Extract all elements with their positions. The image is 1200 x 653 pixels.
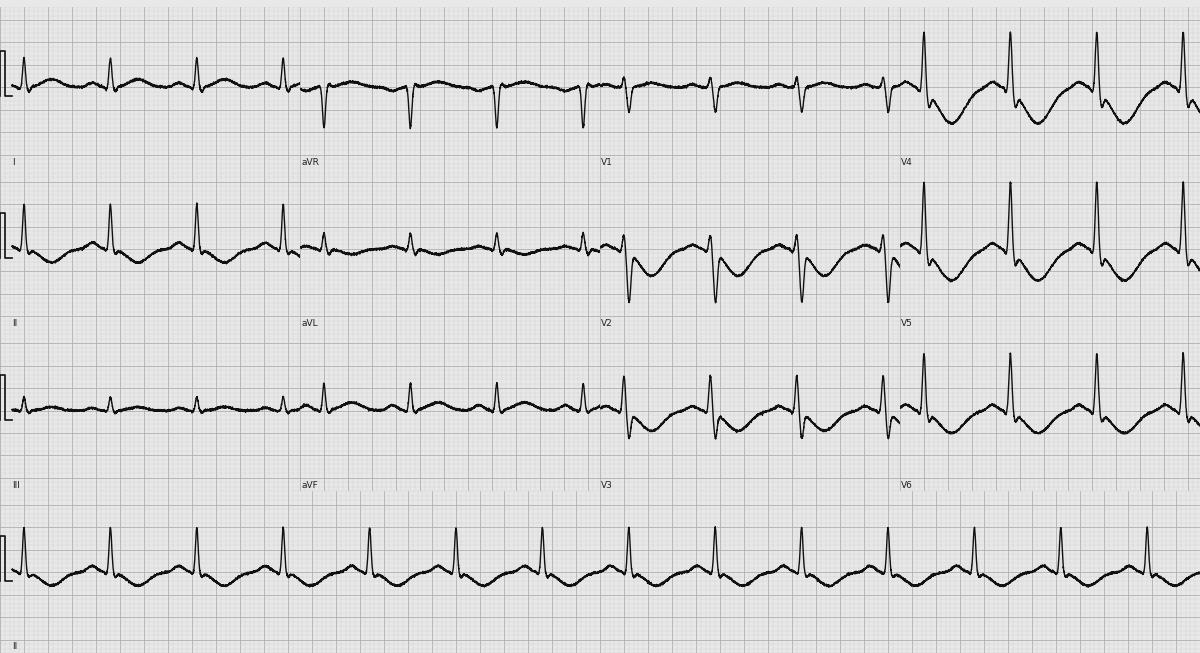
Text: I: I <box>12 157 14 167</box>
Text: V6: V6 <box>901 481 913 490</box>
Text: V5: V5 <box>901 319 913 328</box>
Text: III: III <box>12 481 20 490</box>
Text: V4: V4 <box>901 157 913 167</box>
Text: aVF: aVF <box>301 481 318 490</box>
Text: II: II <box>12 643 17 652</box>
Text: V3: V3 <box>601 481 613 490</box>
Text: aVL: aVL <box>301 319 318 328</box>
Text: V2: V2 <box>601 319 613 328</box>
Text: V1: V1 <box>601 157 613 167</box>
Text: aVR: aVR <box>301 157 319 167</box>
Text: II: II <box>12 319 17 328</box>
